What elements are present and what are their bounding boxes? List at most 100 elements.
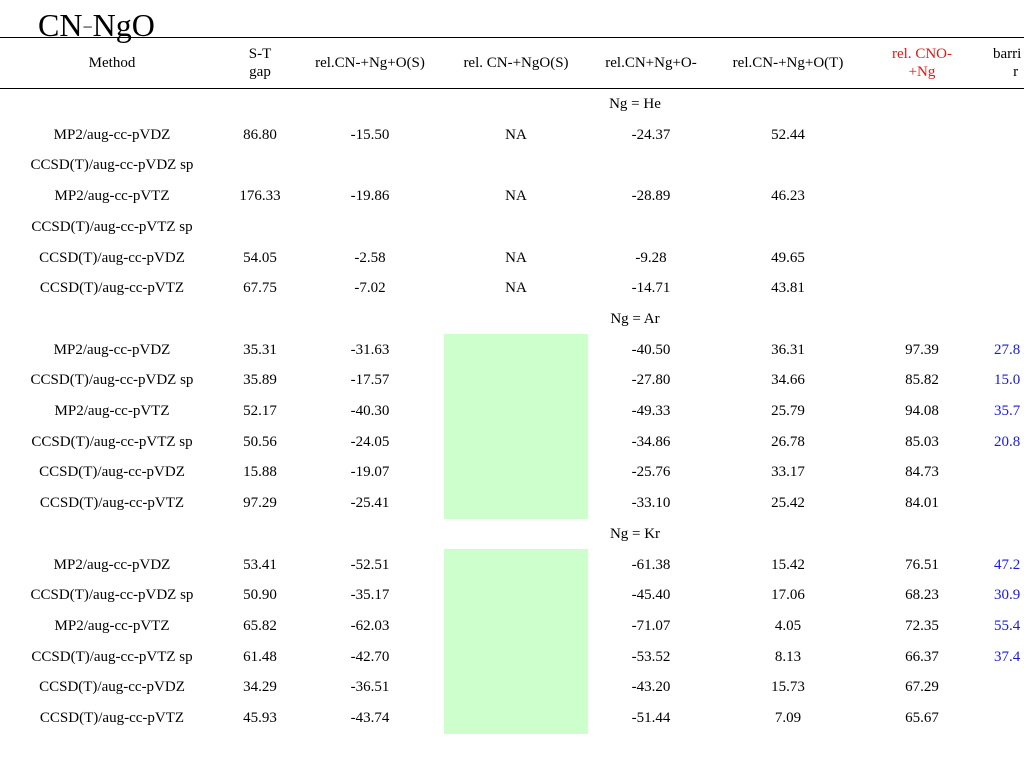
- group-label: Ng = Kr: [609, 525, 661, 542]
- header-bottom-rule: [0, 88, 1024, 89]
- cell-rel-cno-ng: 67.29: [905, 679, 939, 696]
- cell-rel-cn-ng-o-s: -43.74: [350, 710, 390, 726]
- cell-method: MP2/aug-cc-pVTZ: [54, 188, 170, 205]
- cell-rel-cn-ng-o-minus: -28.89: [631, 188, 671, 205]
- cell-rel-cn-ngo-s: [444, 212, 588, 243]
- cell-barrier: [994, 120, 1024, 151]
- cell-rel-cno-ng: [862, 273, 982, 304]
- cell-rel-cn-ngo-s: NA: [505, 280, 527, 297]
- cell-rel-cno-ng: 84.73: [905, 464, 939, 481]
- cell-rel-cn-ngo-s: [444, 580, 588, 611]
- table-row: MP2/aug-cc-pVTZ 65.82 -62.03 -71.07 4.05 72.3…: [0, 611, 1024, 642]
- cell-rel-cn-ngo-s: [444, 427, 588, 458]
- cell-barrier: [994, 672, 1024, 703]
- cell-rel-cn-ng-o-t: 8.13: [774, 648, 802, 665]
- header-rel-cn-ng-o-s: rel.CN-+Ng+O(S): [315, 55, 425, 71]
- cell-rel-cn-ng-o-s: -25.41: [350, 495, 390, 512]
- cell-barrier: 35.7: [994, 403, 1021, 419]
- cell-rel-cn-ng-o-s: -19.86: [350, 188, 390, 205]
- title-rest: NgO: [92, 7, 155, 43]
- cell-rel-cn-ng-o-t: 52.44: [771, 126, 805, 143]
- cell-rel-cn-ng-o-s: -35.17: [350, 587, 390, 604]
- header-st-gap: S-T gap: [248, 46, 272, 80]
- cell-method: CCSD(T)/aug-cc-pVDZ sp: [30, 372, 194, 389]
- table-row: MP2/aug-cc-pVDZ 53.41 -52.51 -61.38 15.42 76.…: [0, 550, 1024, 581]
- cell-st-gap: 45.93: [243, 710, 277, 726]
- cell-rel-cn-ng-o-t: 4.05: [774, 617, 802, 634]
- cell-st-gap: 65.82: [243, 617, 277, 634]
- cell-barrier: [994, 703, 1024, 734]
- table-row: CCSD(T)/aug-cc-pVTZ 67.75 -7.02 NA -14.71 43.…: [0, 273, 1024, 304]
- table-row: MP2/aug-cc-pVTZ 176.33 -19.86 NA -28.89 46.23: [0, 181, 1024, 212]
- cell-method: MP2/aug-cc-pVDZ: [53, 341, 171, 358]
- cell-rel-cn-ng-o-s: -24.05: [350, 433, 390, 450]
- cell-rel-cn-ng-o-minus: -40.50: [631, 341, 671, 358]
- cell-method: CCSD(T)/aug-cc-pVDZ: [39, 679, 185, 696]
- cell-st-gap: [224, 150, 296, 181]
- cell-rel-cn-ng-o-minus: -34.86: [631, 433, 671, 450]
- table-row: CCSD(T)/aug-cc-pVDZ 15.88 -19.07 -25.76 33.1…: [0, 457, 1024, 488]
- table-row: MP2/aug-cc-pVTZ 52.17 -40.30 -49.33 25.79 94.…: [0, 396, 1024, 427]
- cell-rel-cn-ng-o-s: -2.58: [354, 249, 386, 266]
- table-row: CCSD(T)/aug-cc-pVDZ 34.29 -36.51 -43.20 15.7…: [0, 672, 1024, 703]
- cell-rel-cn-ng-o-minus: -25.76: [631, 464, 671, 481]
- cell-rel-cn-ng-o-minus: [588, 212, 714, 243]
- cell-st-gap: [224, 212, 296, 243]
- cell-rel-cn-ng-o-s: -17.57: [350, 372, 390, 389]
- cell-rel-cn-ngo-s: NA: [505, 249, 527, 266]
- cell-rel-cn-ng-o-minus: -61.38: [631, 556, 671, 573]
- table-row: MP2/aug-cc-pVDZ 35.31 -31.63 -40.50 36.31 97.…: [0, 335, 1024, 366]
- cell-rel-cno-ng: 94.08: [905, 403, 939, 419]
- table-body: Ng = He MP2/aug-cc-pVDZ 86.80 -15.50 NA -24.3…: [0, 89, 1024, 735]
- cell-rel-cn-ngo-s: [444, 703, 588, 734]
- cell-rel-cno-ng: 72.35: [905, 617, 939, 634]
- cell-rel-cn-ng-o-s: -40.30: [350, 403, 390, 419]
- cell-rel-cno-ng: [862, 181, 982, 212]
- cell-st-gap: 50.56: [243, 433, 277, 450]
- cell-rel-cno-ng: 97.39: [905, 341, 939, 358]
- cell-rel-cn-ng-o-minus: -27.80: [631, 372, 671, 389]
- cell-rel-cn-ng-o-t: 15.42: [771, 556, 805, 573]
- cell-barrier: 55.4: [994, 617, 1021, 634]
- cell-st-gap: 35.89: [243, 372, 277, 389]
- cell-rel-cn-ng-o-s: [296, 150, 444, 181]
- cell-rel-cn-ngo-s: NA: [505, 188, 527, 205]
- cell-rel-cn-ng-o-s: -7.02: [354, 280, 386, 297]
- cell-rel-cn-ngo-s: [444, 396, 588, 427]
- header-rel-cn-ng-o-minus: rel.CN+Ng+O-: [605, 55, 697, 71]
- cell-method: MP2/aug-cc-pVDZ: [53, 556, 171, 573]
- cell-st-gap: 61.48: [243, 648, 277, 665]
- cell-st-gap: 54.05: [243, 249, 277, 266]
- table-row: CCSD(T)/aug-cc-pVTZ 97.29 -25.41 -33.10 25.4…: [0, 488, 1024, 519]
- cell-st-gap: 86.80: [243, 126, 277, 143]
- cell-rel-cn-ngo-s: [444, 365, 588, 396]
- cell-rel-cn-ngo-s: [444, 150, 588, 181]
- table-row: CCSD(T)/aug-cc-pVTZ sp 61.48 -42.70 -53.52 8…: [0, 642, 1024, 673]
- cell-rel-cn-ngo-s: [444, 611, 588, 642]
- cell-rel-cn-ng-o-t: 15.73: [771, 679, 805, 696]
- header-rel-cn-ng-o-t: rel.CN-+Ng+O(T): [732, 55, 844, 71]
- table-row: MP2/aug-cc-pVDZ 86.80 -15.50 NA -24.37 52.44: [0, 120, 1024, 151]
- table-row: CCSD(T)/aug-cc-pVDZ sp: [0, 150, 1024, 181]
- cell-rel-cn-ng-o-s: -62.03: [350, 617, 390, 634]
- cell-barrier: 15.0: [994, 372, 1021, 389]
- cell-rel-cn-ng-o-minus: -14.71: [631, 280, 671, 297]
- cell-barrier: [994, 457, 1024, 488]
- title-text: CN: [38, 7, 83, 43]
- cell-rel-cno-ng: [862, 150, 982, 181]
- cell-st-gap: 34.29: [243, 679, 277, 696]
- cell-rel-cno-ng: 85.03: [905, 433, 939, 450]
- group-label: Ng = Ar: [610, 310, 660, 327]
- cell-rel-cn-ng-o-t: 7.09: [774, 710, 802, 726]
- cell-rel-cn-ng-o-minus: -33.10: [631, 495, 671, 512]
- cell-rel-cn-ng-o-minus: -53.52: [631, 648, 671, 665]
- cell-rel-cn-ng-o-s: [296, 212, 444, 243]
- header-method: Method: [88, 55, 136, 71]
- cell-method: CCSD(T)/aug-cc-pVTZ sp: [31, 218, 193, 235]
- cell-barrier: 30.9: [994, 587, 1021, 604]
- table-row: CCSD(T)/aug-cc-pVTZ sp: [0, 212, 1024, 243]
- cell-st-gap: 53.41: [243, 556, 277, 573]
- cell-st-gap: 15.88: [243, 464, 277, 481]
- cell-rel-cn-ng-o-t: 46.23: [771, 188, 805, 205]
- header-barrier: barri r: [993, 46, 1022, 80]
